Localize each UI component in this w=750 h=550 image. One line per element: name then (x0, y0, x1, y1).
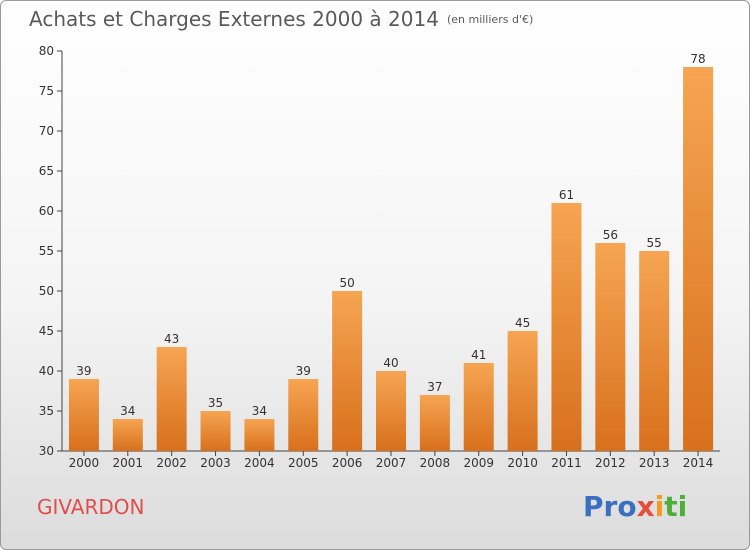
x-tick-label: 2003 (200, 456, 231, 470)
data-label: 40 (383, 356, 398, 370)
data-label: 45 (515, 316, 530, 330)
proxiti-logo: Proxiti (583, 490, 687, 523)
bar-2007 (376, 371, 406, 451)
logo-part-1: Pro (583, 490, 637, 523)
data-label: 39 (296, 364, 311, 378)
bar-2003 (200, 411, 231, 451)
x-tick-label: 2002 (156, 456, 187, 470)
logo-part-3: i (654, 490, 665, 523)
x-tick-label: 2009 (463, 456, 494, 470)
bar-2013 (639, 251, 670, 451)
data-label: 34 (252, 404, 267, 418)
data-label: 37 (427, 380, 442, 394)
y-tick-label: 75 (39, 84, 54, 98)
bar-2006 (332, 291, 363, 451)
bar-2001 (112, 419, 143, 451)
chart-title: Achats et Charges Externes 2000 à 2014 (e… (29, 7, 533, 31)
y-tick-label: 65 (39, 164, 54, 178)
data-label: 34 (120, 404, 135, 418)
y-tick-label: 80 (39, 44, 54, 58)
place-name: GIVARDON (37, 495, 145, 519)
data-label: 39 (76, 364, 91, 378)
x-tick-label: 2006 (332, 456, 363, 470)
bar-2010 (507, 331, 538, 451)
y-tick-label: 45 (39, 324, 54, 338)
x-tick-label: 2014 (683, 456, 714, 470)
x-tick-label: 2000 (69, 456, 100, 470)
bar-2008 (419, 395, 450, 451)
y-tick-label: 40 (39, 364, 54, 378)
y-tick-label: 30 (39, 444, 54, 458)
bar-2002 (156, 347, 187, 451)
data-label: 41 (471, 348, 486, 362)
data-label: 50 (339, 276, 354, 290)
chart-unit: (en milliers d'€) (446, 13, 534, 26)
bar-2005 (288, 379, 319, 451)
bar-2000 (68, 379, 99, 451)
y-tick-label: 70 (39, 124, 54, 138)
data-label: 35 (208, 396, 223, 410)
data-label: 78 (690, 52, 705, 66)
x-tick-label: 2011 (551, 456, 582, 470)
x-tick-label: 2004 (244, 456, 275, 470)
data-label: 61 (559, 188, 574, 202)
y-tick-label: 50 (39, 284, 54, 298)
x-tick-label: 2008 (420, 456, 451, 470)
data-label: 56 (603, 228, 618, 242)
x-tick-label: 2005 (288, 456, 319, 470)
x-tick-label: 2010 (507, 456, 538, 470)
data-label: 43 (164, 332, 179, 346)
bar-2011 (551, 203, 582, 451)
bar-2004 (244, 419, 275, 451)
chart-title-text: Achats et Charges Externes 2000 à 2014 (29, 7, 439, 31)
x-tick-label: 2001 (113, 456, 144, 470)
bar-2014 (683, 67, 714, 451)
y-tick-label: 60 (39, 204, 54, 218)
x-tick-label: 2013 (639, 456, 670, 470)
bar-2012 (595, 243, 626, 451)
bar-2009 (463, 363, 494, 451)
logo-part-4: ti (664, 490, 688, 523)
x-tick-label: 2012 (595, 456, 626, 470)
y-tick-label: 35 (39, 404, 54, 418)
y-tick-label: 55 (39, 244, 54, 258)
logo-part-2: x (636, 490, 655, 523)
x-tick-label: 2007 (376, 456, 407, 470)
data-label: 55 (647, 236, 662, 250)
